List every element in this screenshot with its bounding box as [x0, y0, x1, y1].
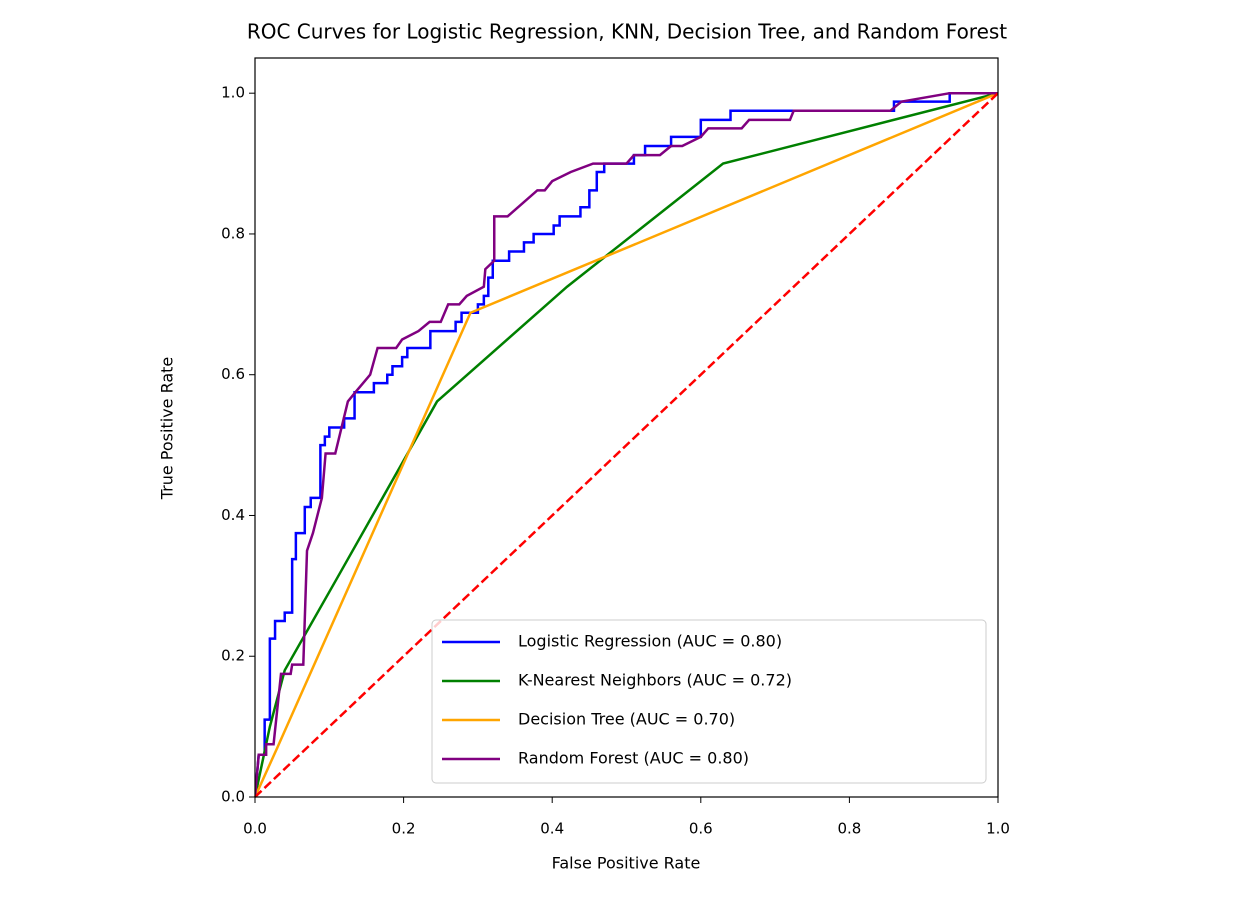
legend-label: Random Forest (AUC = 0.80): [518, 749, 749, 768]
legend-label: Decision Tree (AUC = 0.70): [518, 710, 735, 729]
reference-line: [254, 92, 999, 798]
legend-label: Logistic Regression (AUC = 0.80): [518, 632, 782, 651]
chart-title: ROC Curves for Logistic Regression, KNN,…: [247, 20, 1007, 44]
x-tick-label: 0.8: [837, 820, 861, 838]
y-axis-label: True Positive Rate: [158, 357, 177, 501]
y-tick-label: 0.4: [221, 506, 245, 524]
roc-curve: [255, 91, 998, 797]
y-tick-label: 0.6: [221, 365, 245, 383]
y-tick-label: 0.0: [221, 788, 245, 806]
x-axis-label: False Positive Rate: [552, 854, 701, 873]
x-tick-label: 0.0: [243, 820, 267, 838]
roc-curve: [255, 91, 998, 797]
roc-curve: [255, 92, 998, 797]
x-tick-label: 0.2: [392, 820, 416, 838]
plot-frame: [254, 57, 999, 798]
y-tick-label: 0.2: [221, 647, 245, 665]
y-tick-label: 1.0: [221, 84, 245, 102]
legend-label: K-Nearest Neighbors (AUC = 0.72): [518, 671, 792, 690]
x-tick-label: 1.0: [986, 820, 1010, 838]
y-tick-label: 0.8: [221, 224, 245, 242]
x-tick-label: 0.4: [540, 820, 564, 838]
legend-box: [431, 619, 987, 784]
x-tick-label: 0.6: [689, 820, 713, 838]
roc-curve: [255, 91, 998, 797]
